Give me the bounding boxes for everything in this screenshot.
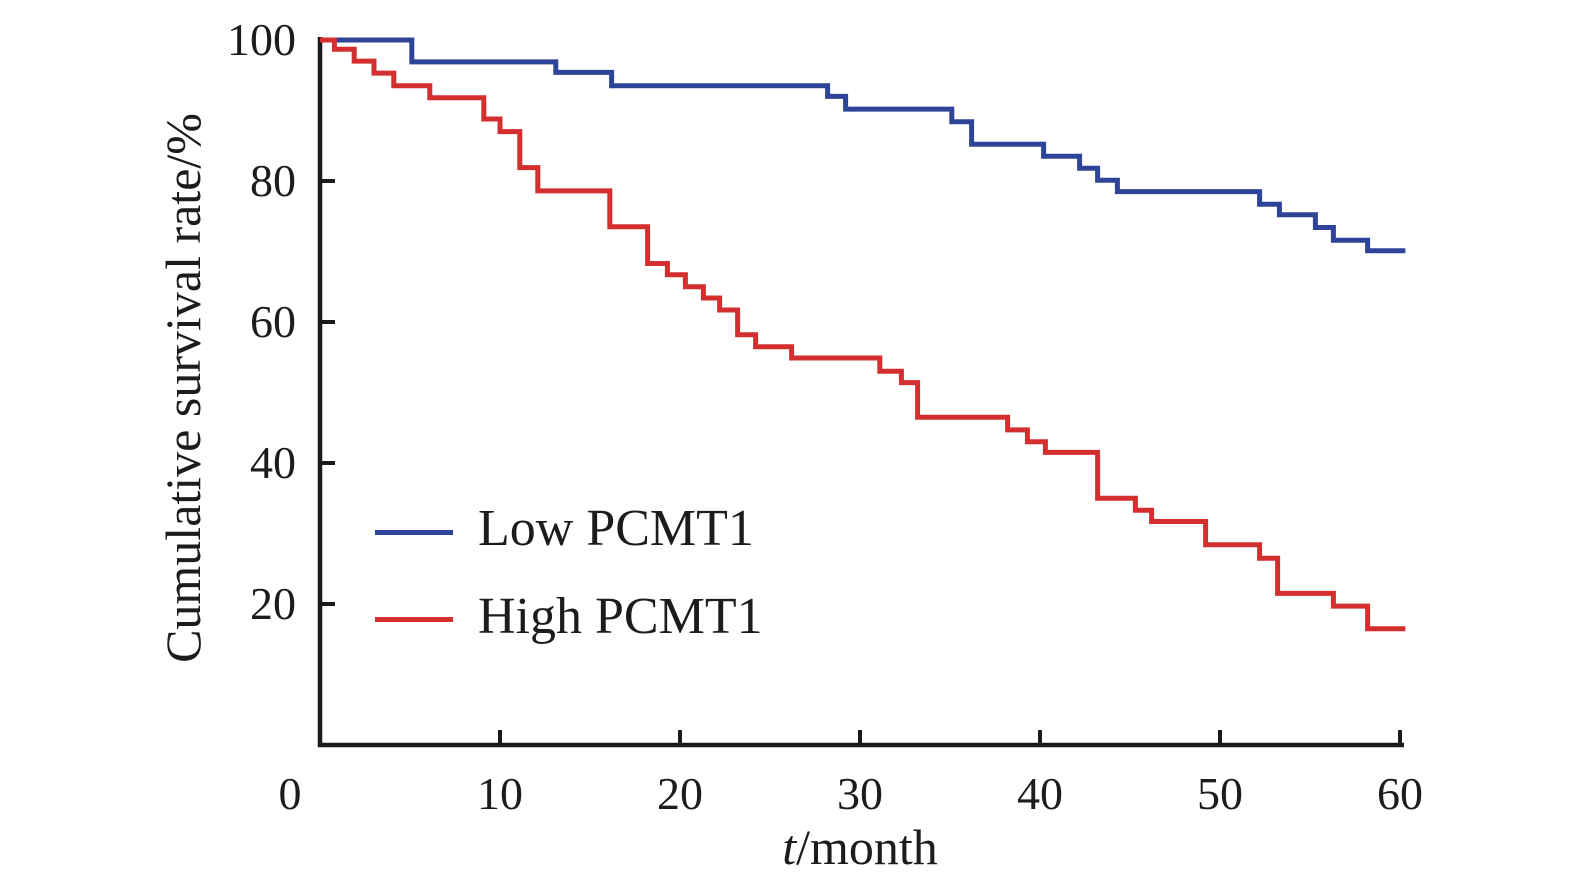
high-pcmt1-curve: [320, 37, 1406, 632]
y-tick-label-100: 100: [227, 14, 296, 65]
legend-swatch-low-pcmt1: [375, 530, 453, 535]
x-tick-label-50: 50: [1197, 768, 1243, 819]
x-tick-label-0: 0: [278, 768, 302, 819]
x-tick-label-20: 20: [657, 768, 703, 819]
legend-swatch-high-pcmt1: [375, 617, 453, 622]
x-axis-title-variable: t: [782, 819, 797, 875]
legend-label-low-pcmt1: Low PCMT1: [478, 500, 754, 557]
curves: [320, 37, 1406, 632]
low-pcmt1-curve: [320, 37, 1406, 254]
y-tick-label-40: 40: [250, 437, 296, 488]
y-tick-label-80: 80: [250, 155, 296, 206]
x-tick-label-60: 60: [1377, 768, 1423, 819]
x-axis-title-unit: /month: [796, 819, 938, 875]
axes: [317, 37, 1404, 748]
y-tick-label-60: 60: [250, 296, 296, 347]
legend-label-high-pcmt1: High PCMT1: [478, 588, 763, 645]
x-axis-title: t/month: [782, 818, 938, 876]
x-tick-label-40: 40: [1017, 768, 1063, 819]
y-tick-label-20: 20: [250, 578, 296, 629]
x-tick-label-10: 10: [477, 768, 523, 819]
x-tick-label-30: 30: [837, 768, 883, 819]
